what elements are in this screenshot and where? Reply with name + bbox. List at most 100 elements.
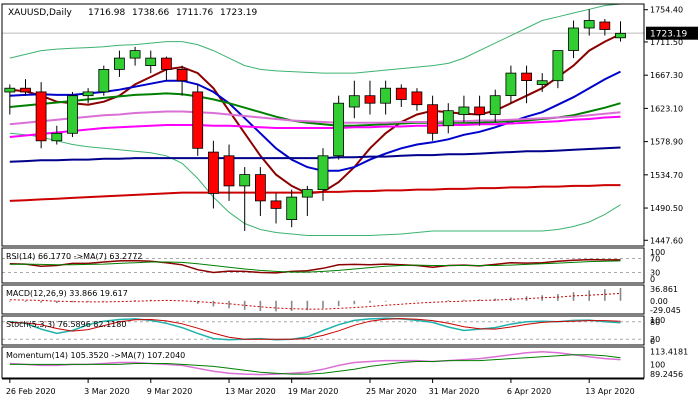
- bearish-candle: [35, 91, 47, 142]
- close-value: 1723.19: [220, 8, 257, 18]
- bearish-candle: [521, 72, 532, 81]
- moving-average-line-4: [9, 115, 621, 138]
- macd-pane-frame: [1, 284, 645, 315]
- bullish-candle: [4, 87, 16, 93]
- date-tick-label: 26 Feb 2020: [6, 387, 56, 396]
- bearish-candle: [176, 69, 188, 82]
- price-tick-label: 1711.50: [650, 38, 683, 47]
- bullish-candle: [615, 32, 626, 39]
- bullish-candle: [286, 196, 298, 221]
- bearish-candle: [474, 106, 486, 115]
- date-tick-label: 13 Apr 2020: [585, 387, 634, 396]
- bullish-candle: [301, 189, 313, 198]
- rsi-main-line: [9, 258, 621, 274]
- rsi-tick-label: 100: [650, 248, 665, 257]
- macd-tick-label: 36.861: [650, 285, 678, 294]
- bullish-candle: [114, 57, 125, 70]
- moving-average-line-3: [9, 110, 621, 126]
- axes: 1754.40 1711.50 1667.30 1623.10 1578.90 1534.…: [1, 3, 688, 396]
- main-pane-frame: [1, 3, 645, 247]
- rsi-tick-label: 30: [650, 269, 660, 278]
- bullish-candle: [568, 27, 579, 51]
- momentum-tick-label: 100: [650, 360, 665, 369]
- date-tick-label: 3 Mar 2020: [84, 387, 130, 396]
- bearish-candle: [270, 200, 282, 209]
- stoch-signal-line: [9, 318, 621, 340]
- momentum-signal-line: [9, 354, 621, 375]
- moving-average-line-6: [9, 184, 621, 202]
- moving-averages: [9, 33, 621, 202]
- stoch-label: Stoch(5,3,3) 76.5896 82.1180: [6, 320, 126, 329]
- bullish-candle: [583, 20, 595, 29]
- bullish-candle: [129, 50, 141, 59]
- date-tick-label: 25 Mar 2020: [366, 387, 417, 396]
- bearish-candle: [364, 95, 376, 104]
- bullish-candle: [505, 72, 517, 96]
- price-tick-label: 1490.50: [650, 204, 683, 213]
- macd-label: MACD(12,26,9) 33.866 19.617: [6, 289, 128, 298]
- candlesticks: [4, 9, 626, 231]
- bollinger-upper-line: [9, 3, 621, 74]
- stoch-tick-label: 80: [650, 318, 660, 327]
- price-tick-label: 1534.70: [650, 171, 683, 180]
- bullish-candle: [442, 110, 454, 127]
- price-tick-label: 1754.40: [650, 6, 683, 15]
- bearish-candle: [192, 91, 204, 149]
- bearish-candle: [411, 91, 423, 106]
- price-tick-label: 1623.10: [650, 104, 683, 113]
- momentum-pane-frame: [1, 346, 645, 379]
- bullish-candle: [380, 87, 392, 104]
- momentum-main-line: [9, 351, 621, 376]
- price-tick-label: 1578.90: [650, 138, 683, 147]
- stoch-main-line: [9, 317, 621, 341]
- date-tick-label: 9 Mar 2020: [147, 387, 193, 396]
- symbol-label: XAUUSD,Daily: [8, 8, 72, 18]
- bullish-candle: [51, 132, 63, 142]
- rsi-label: RSI(14) 66.1770 ->MA(7) 63.2772: [6, 252, 143, 261]
- bullish-candle: [552, 50, 564, 82]
- bullish-candle: [239, 174, 251, 187]
- bullish-candle: [536, 80, 548, 85]
- bullish-candle: [489, 95, 501, 115]
- date-tick-label: 19 Mar 2020: [288, 387, 339, 396]
- bearish-candle: [207, 151, 219, 194]
- stoch-tick-label: 20: [650, 335, 660, 344]
- open-value: 1716.98: [88, 8, 125, 18]
- indicator-panes: [9, 258, 622, 376]
- bullish-candle: [348, 95, 360, 108]
- bullish-candle: [458, 106, 470, 115]
- date-tick-label: 13 Mar 2020: [225, 387, 276, 396]
- price-tick-label: 1447.60: [650, 236, 683, 245]
- bullish-candle: [333, 102, 345, 157]
- bullish-candle: [317, 155, 329, 191]
- stoch-tick-label: 0: [650, 337, 655, 346]
- bullish-candle: [145, 57, 157, 66]
- bullish-candle: [67, 95, 78, 134]
- moving-average-line-2: [9, 92, 621, 127]
- date-tick-label: 6 Apr 2020: [507, 387, 551, 396]
- rsi-tick-label: 70: [650, 255, 660, 264]
- rsi-signal-line: [9, 260, 621, 273]
- low-value: 1711.76: [176, 8, 213, 18]
- momentum-tick-label: 113.4181: [650, 347, 688, 356]
- bullish-candle: [98, 69, 110, 93]
- moving-average-line-5: [9, 146, 621, 163]
- bearish-candle: [160, 57, 172, 70]
- stoch-tick-label: 100: [650, 316, 665, 325]
- price-tick-label: 1667.30: [650, 71, 683, 80]
- momentum-tick-label: 89.2456: [650, 370, 683, 379]
- bearish-candle: [395, 87, 407, 100]
- bearish-candle: [427, 104, 439, 134]
- macd-signal-line: [9, 292, 621, 310]
- stoch-pane-frame: [1, 315, 645, 346]
- date-tick-label: 31 Mar 2020: [429, 387, 480, 396]
- last-price-label: 1723.19: [650, 30, 687, 40]
- bullish-candle: [82, 91, 94, 97]
- bearish-candle: [20, 87, 31, 93]
- rsi-pane-frame: [1, 247, 645, 284]
- bearish-candle: [223, 155, 235, 187]
- bearish-candle: [599, 21, 611, 30]
